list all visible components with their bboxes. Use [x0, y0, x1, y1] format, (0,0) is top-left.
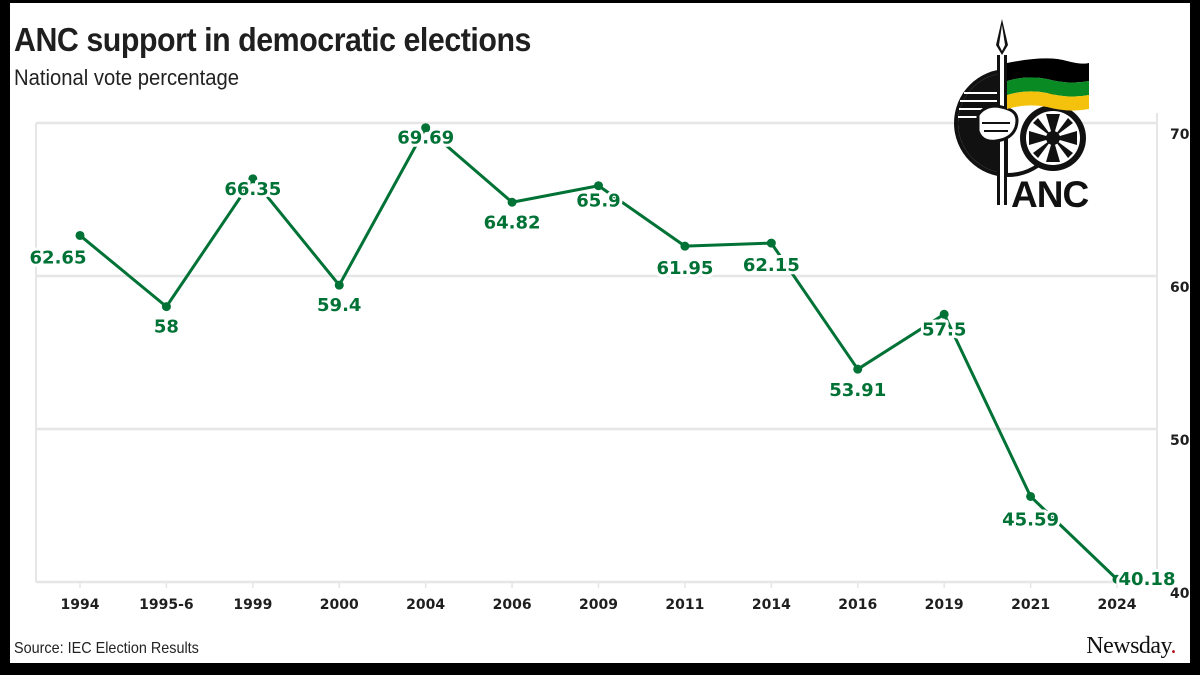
data-point — [680, 241, 690, 251]
data-point — [939, 309, 949, 319]
data-point — [853, 364, 863, 374]
source-note: Source: IEC Election Results — [14, 640, 199, 657]
data-point — [594, 181, 603, 191]
anc-logo-icon: ANC — [950, 15, 1100, 215]
y-tick-label: 40 — [1170, 586, 1190, 602]
x-tick-label: 2011 — [665, 597, 704, 613]
data-label: 58 — [154, 317, 179, 338]
data-label: 66.35 — [224, 179, 281, 200]
data-label: 69.69 — [397, 128, 454, 149]
data-label: 64.82 — [484, 212, 541, 233]
data-label: 59.4 — [317, 295, 361, 316]
x-tick-label: 2021 — [1011, 597, 1050, 613]
grid — [35, 113, 1158, 586]
logo-text: ANC — [1011, 174, 1088, 210]
data-point — [421, 123, 431, 133]
x-tick-label: 1995-6 — [139, 597, 194, 613]
x-tick-label: 2009 — [579, 597, 618, 613]
brand-dot: . — [1170, 633, 1177, 659]
x-tick-label: 2019 — [925, 597, 964, 613]
data-point — [334, 280, 344, 290]
data-point — [1026, 491, 1036, 501]
data-point — [766, 238, 776, 248]
x-tick-label: 2014 — [752, 597, 791, 613]
y-axis: 70 60 50 40 — [1170, 127, 1190, 602]
data-label: 45.59 — [1002, 509, 1059, 530]
y-tick-label: 60 — [1170, 280, 1190, 296]
data-labels: 62.65 58 66.35 59.4 69.69 64.82 65.9 61.95 62.15… — [27, 125, 1179, 594]
brand-name: Newsday — [1086, 633, 1171, 659]
data-label: 53.91 — [829, 380, 886, 401]
x-tick-label: 2016 — [838, 597, 877, 613]
data-label: 61.95 — [656, 258, 713, 279]
x-tick-label: 2000 — [320, 597, 359, 613]
x-tick-label: 2004 — [406, 597, 445, 613]
x-axis: 1994 1995-6 1999 2000 2004 2006 2009 2011 2014 20… — [61, 582, 1137, 613]
data-label: 65.9 — [576, 191, 620, 212]
data-point — [1112, 574, 1122, 584]
line-chart: 1994 1995-6 1999 2000 2004 2006 2009 2011 2014 20… — [27, 113, 1190, 613]
chart-title: ANC support in democratic elections — [14, 21, 531, 58]
data-point — [248, 174, 258, 184]
chart-card: 1994 1995-6 1999 2000 2004 2006 2009 2011 2014 20… — [10, 3, 1190, 663]
data-point — [161, 302, 171, 312]
data-label: 40.18 — [1119, 569, 1176, 590]
y-tick-label: 70 — [1170, 127, 1190, 143]
x-tick-label: 1994 — [61, 597, 100, 613]
x-tick-label: 2006 — [493, 597, 532, 613]
data-label: 57.5 — [922, 319, 966, 340]
series-line — [75, 123, 1122, 584]
data-label: 62.15 — [743, 255, 800, 276]
data-point — [75, 230, 85, 240]
data-label: 62.65 — [30, 247, 87, 268]
data-point — [507, 197, 517, 207]
y-tick-label: 50 — [1170, 433, 1190, 449]
brand-logo: Newsday. — [1086, 633, 1176, 660]
x-tick-label: 2024 — [1098, 597, 1137, 613]
chart-subtitle: National vote percentage — [14, 65, 240, 90]
x-tick-label: 1999 — [233, 597, 272, 613]
